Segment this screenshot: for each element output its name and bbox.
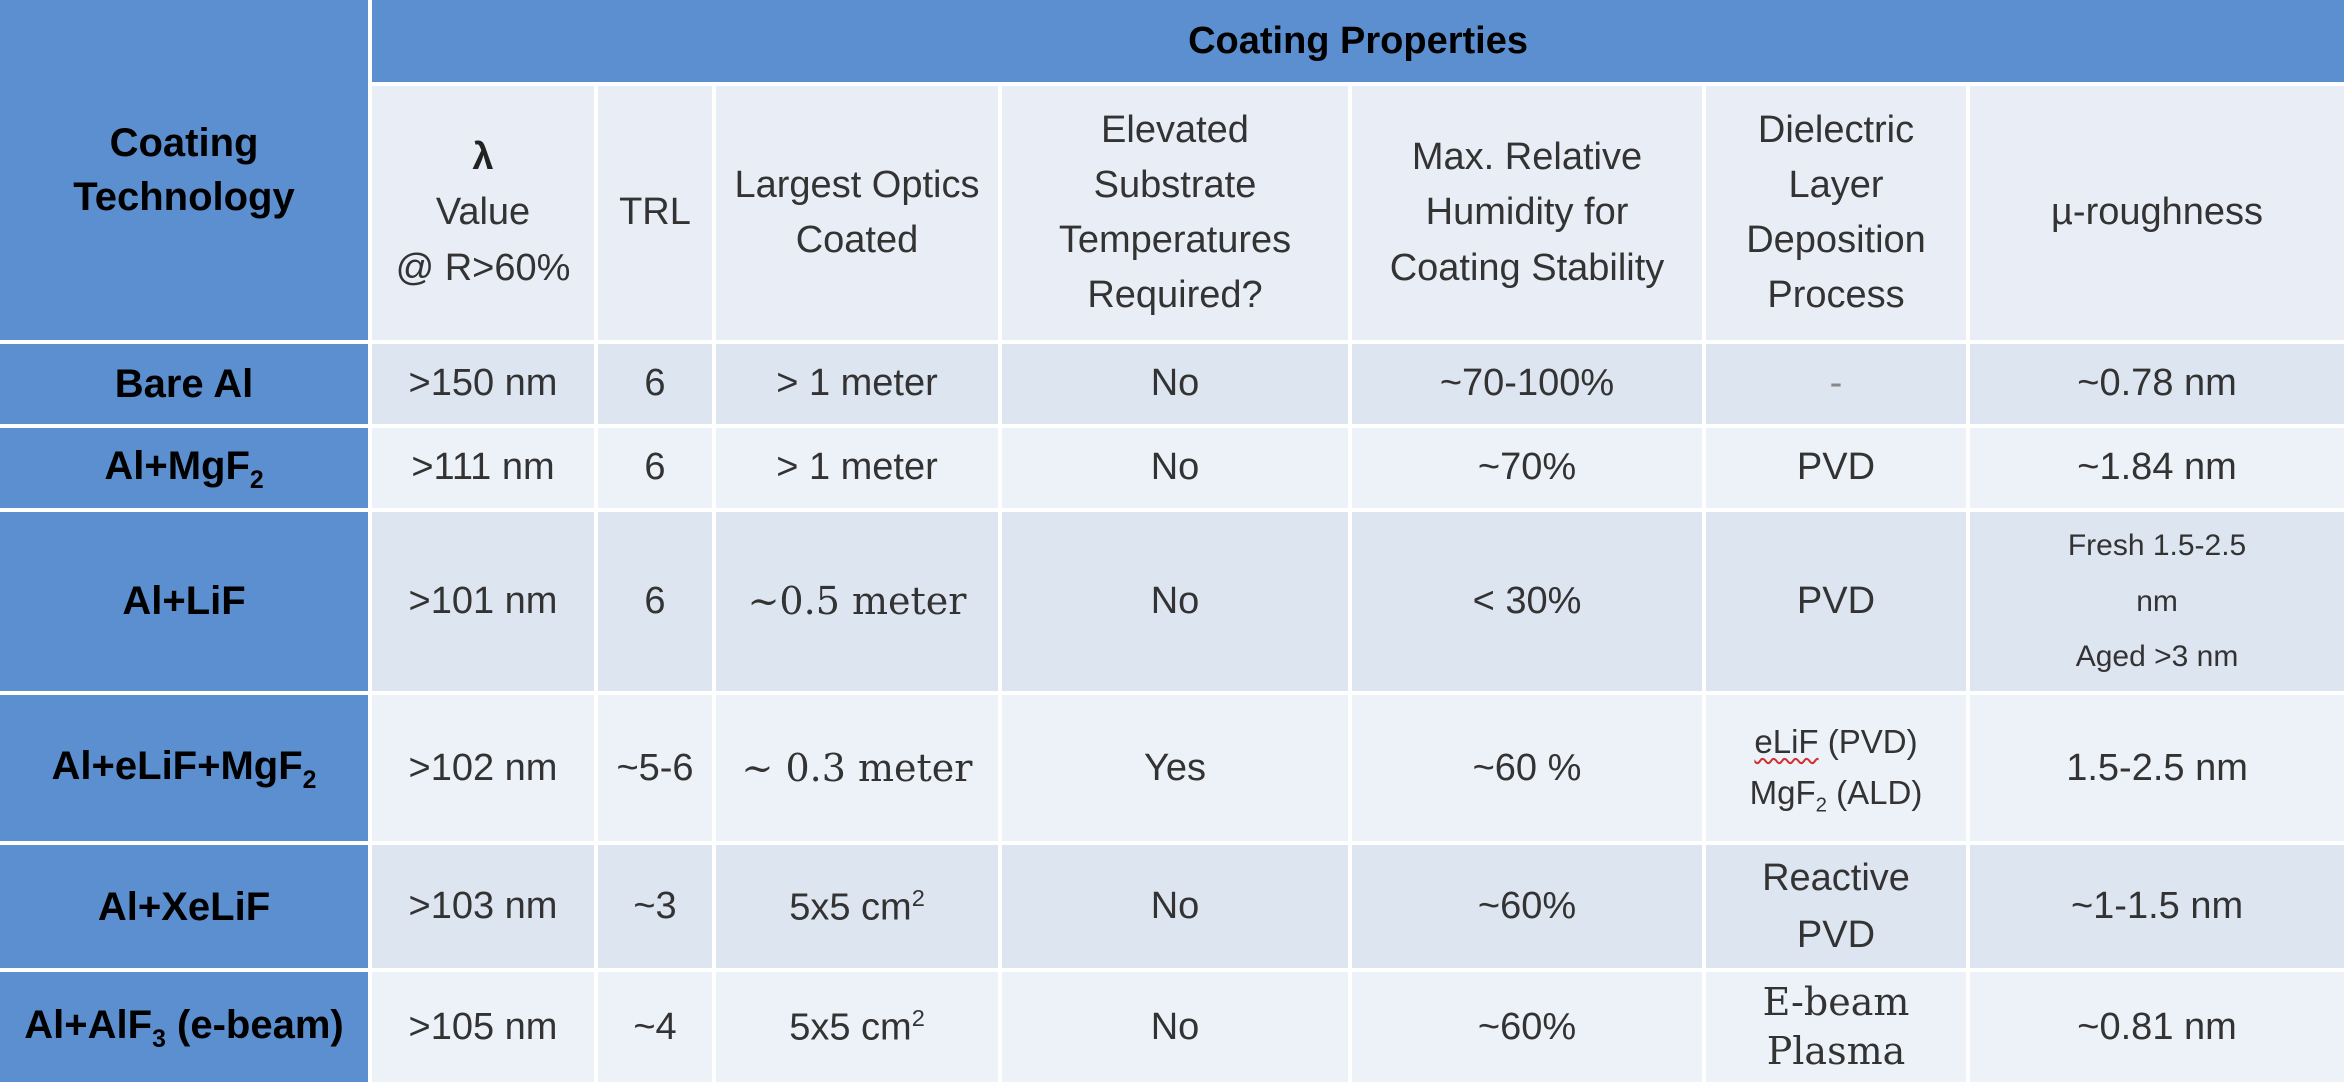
row-tech-al-mgf2: Al+MgF2 bbox=[0, 427, 372, 512]
lambda-symbol: λ bbox=[472, 136, 494, 179]
cell-dielectric: - bbox=[1706, 344, 1970, 428]
row-tech-al-elif-mgf2: Al+eLiF+MgF2 bbox=[0, 694, 372, 846]
table-row: Al+XeLiF >103 nm ~3 5x5 cm2 No ~60% Reac… bbox=[0, 845, 2344, 973]
tech-label: Al+AlF bbox=[24, 1002, 153, 1047]
cell-elevated: No bbox=[1002, 344, 1352, 428]
row-tech-bare-al: Bare Al bbox=[0, 344, 372, 428]
lambda-condition-label: @ R>60% bbox=[395, 246, 571, 289]
cell-lambda: >105 nm bbox=[372, 972, 598, 1082]
cell-trl: 6 bbox=[598, 511, 716, 695]
cell-dielectric: Reactive PVD bbox=[1706, 845, 1970, 973]
cell-roughness: Fresh 1.5-2.5 nm Aged >3 nm bbox=[1970, 511, 2344, 695]
dielectric-line: E-beam bbox=[1762, 979, 1910, 1024]
cell-lambda: >101 nm bbox=[372, 511, 598, 695]
cell-humidity: < 30% bbox=[1352, 511, 1706, 695]
coating-technology-header: Coating Technology bbox=[0, 0, 372, 344]
tech-suffix: (e-beam) bbox=[165, 1002, 344, 1047]
cell-optics: ~0.5 meter bbox=[716, 511, 1002, 695]
dielectric-line: Plasma bbox=[1766, 1029, 1906, 1074]
cell-elevated: No bbox=[1002, 972, 1352, 1082]
cell-trl: ~3 bbox=[598, 845, 716, 973]
cell-humidity: ~60% bbox=[1352, 972, 1706, 1082]
cell-optics: 5x5 cm2 bbox=[716, 845, 1002, 973]
cell-humidity: ~70-100% bbox=[1352, 344, 1706, 428]
table-row: Al+MgF2 >111 nm 6 > 1 meter No ~70% PVD … bbox=[0, 427, 2344, 512]
dielectric-line: PVD bbox=[1796, 913, 1876, 956]
dielectric-label: Dielectric Layer Deposition Process bbox=[1746, 108, 1926, 317]
cell-roughness: ~1-1.5 nm bbox=[1970, 845, 2344, 973]
roughness-column-header: µ-roughness bbox=[1970, 86, 2344, 344]
table-row: Al+AlF3 (e-beam) >105 nm ~4 5x5 cm2 No ~… bbox=[0, 972, 2344, 1082]
cell-trl: ~4 bbox=[598, 972, 716, 1082]
tech-subscript: 2 bbox=[249, 466, 264, 494]
coating-properties-header: Coating Properties bbox=[372, 0, 2344, 86]
dielectric-column-header: Dielectric Layer Deposition Process bbox=[1706, 86, 1970, 344]
cell-dielectric: E-beam Plasma bbox=[1706, 972, 1970, 1082]
cell-trl: ~5-6 bbox=[598, 694, 716, 846]
cell-optics: > 1 meter bbox=[716, 427, 1002, 512]
row-tech-al-xelif: Al+XeLiF bbox=[0, 845, 372, 973]
largest-optics-column-header: Largest Optics Coated bbox=[716, 86, 1002, 344]
dielectric-line: MgF2 (ALD) bbox=[1712, 767, 1960, 821]
cell-lambda: >103 nm bbox=[372, 845, 598, 973]
optics-superscript: 2 bbox=[911, 1004, 925, 1031]
lambda-column-header: λ Value @ R>60% bbox=[372, 86, 598, 344]
row-tech-al-alf3-ebeam: Al+AlF3 (e-beam) bbox=[0, 972, 372, 1082]
cell-trl: 6 bbox=[598, 427, 716, 512]
row-tech-al-lif: Al+LiF bbox=[0, 511, 372, 695]
dielectric-pvd: (PVD) bbox=[1818, 722, 1918, 760]
roughness-line: Fresh 1.5-2.5 bbox=[2067, 529, 2247, 563]
header-row-columns: λ Value @ R>60% TRL Largest Optics Coate… bbox=[0, 86, 2344, 344]
roughness-line: nm bbox=[2136, 584, 2178, 618]
cell-roughness: ~0.81 nm bbox=[1970, 972, 2344, 1082]
cell-dielectric: eLiF (PVD) MgF2 (ALD) bbox=[1706, 694, 1970, 846]
dielectric-mgf: MgF bbox=[1749, 773, 1816, 811]
optics-superscript: 2 bbox=[911, 884, 925, 911]
dielectric-elif: eLiF bbox=[1754, 722, 1819, 760]
optics-value: 5x5 cm bbox=[789, 1006, 912, 1049]
cell-trl: 6 bbox=[598, 344, 716, 428]
dielectric-subscript: 2 bbox=[1815, 793, 1828, 817]
cell-roughness: ~1.84 nm bbox=[1970, 427, 2344, 512]
trl-column-header: TRL bbox=[598, 86, 716, 344]
elevated-temp-label: Elevated Substrate Temperatures Required… bbox=[1058, 108, 1292, 317]
cell-elevated: No bbox=[1002, 511, 1352, 695]
cell-humidity: ~60 % bbox=[1352, 694, 1706, 846]
cell-elevated: No bbox=[1002, 427, 1352, 512]
cell-lambda: >102 nm bbox=[372, 694, 598, 846]
cell-optics: 5x5 cm2 bbox=[716, 972, 1002, 1082]
cell-elevated: No bbox=[1002, 845, 1352, 973]
tech-subscript: 3 bbox=[152, 1025, 166, 1053]
cell-lambda: >111 nm bbox=[372, 427, 598, 512]
cell-roughness: 1.5-2.5 nm bbox=[1970, 694, 2344, 846]
optics-value: 5x5 cm bbox=[789, 886, 912, 929]
lambda-value-label: Value bbox=[435, 191, 531, 234]
table-row: Al+LiF >101 nm 6 ~0.5 meter No < 30% PVD… bbox=[0, 511, 2344, 695]
cell-optics: > 1 meter bbox=[716, 344, 1002, 428]
roughness-line: Aged >3 nm bbox=[2075, 640, 2239, 674]
cell-lambda: >150 nm bbox=[372, 344, 598, 428]
cell-dielectric: PVD bbox=[1706, 427, 1970, 512]
max-humidity-column-header: Max. Relative Humidity for Coating Stabi… bbox=[1352, 86, 1706, 344]
table-row: Al+eLiF+MgF2 >102 nm ~5-6 ~ 0.3 meter Ye… bbox=[0, 694, 2344, 846]
coating-technology-label: Coating Technology bbox=[73, 121, 295, 219]
tech-label: Al+MgF bbox=[104, 443, 250, 488]
cell-humidity: ~60% bbox=[1352, 845, 1706, 973]
tech-label: Al+eLiF+MgF bbox=[51, 743, 303, 788]
dielectric-line: eLiF (PVD) bbox=[1712, 716, 1960, 767]
cell-humidity: ~70% bbox=[1352, 427, 1706, 512]
dielectric-line: Reactive bbox=[1762, 856, 1910, 899]
largest-optics-label: Largest Optics Coated bbox=[734, 163, 980, 261]
tech-subscript: 2 bbox=[302, 766, 317, 794]
cell-elevated: Yes bbox=[1002, 694, 1352, 846]
cell-dielectric: PVD bbox=[1706, 511, 1970, 695]
table-row: Bare Al >150 nm 6 > 1 meter No ~70-100% … bbox=[0, 344, 2344, 428]
cell-optics: ~ 0.3 meter bbox=[716, 694, 1002, 846]
dielectric-ald: (ALD) bbox=[1827, 773, 1923, 811]
cell-roughness: ~0.78 nm bbox=[1970, 344, 2344, 428]
header-row-top: Coating Technology Coating Properties bbox=[0, 0, 2344, 344]
max-humidity-label: Max. Relative Humidity for Coating Stabi… bbox=[1389, 136, 1665, 289]
elevated-temp-column-header: Elevated Substrate Temperatures Required… bbox=[1002, 86, 1352, 344]
